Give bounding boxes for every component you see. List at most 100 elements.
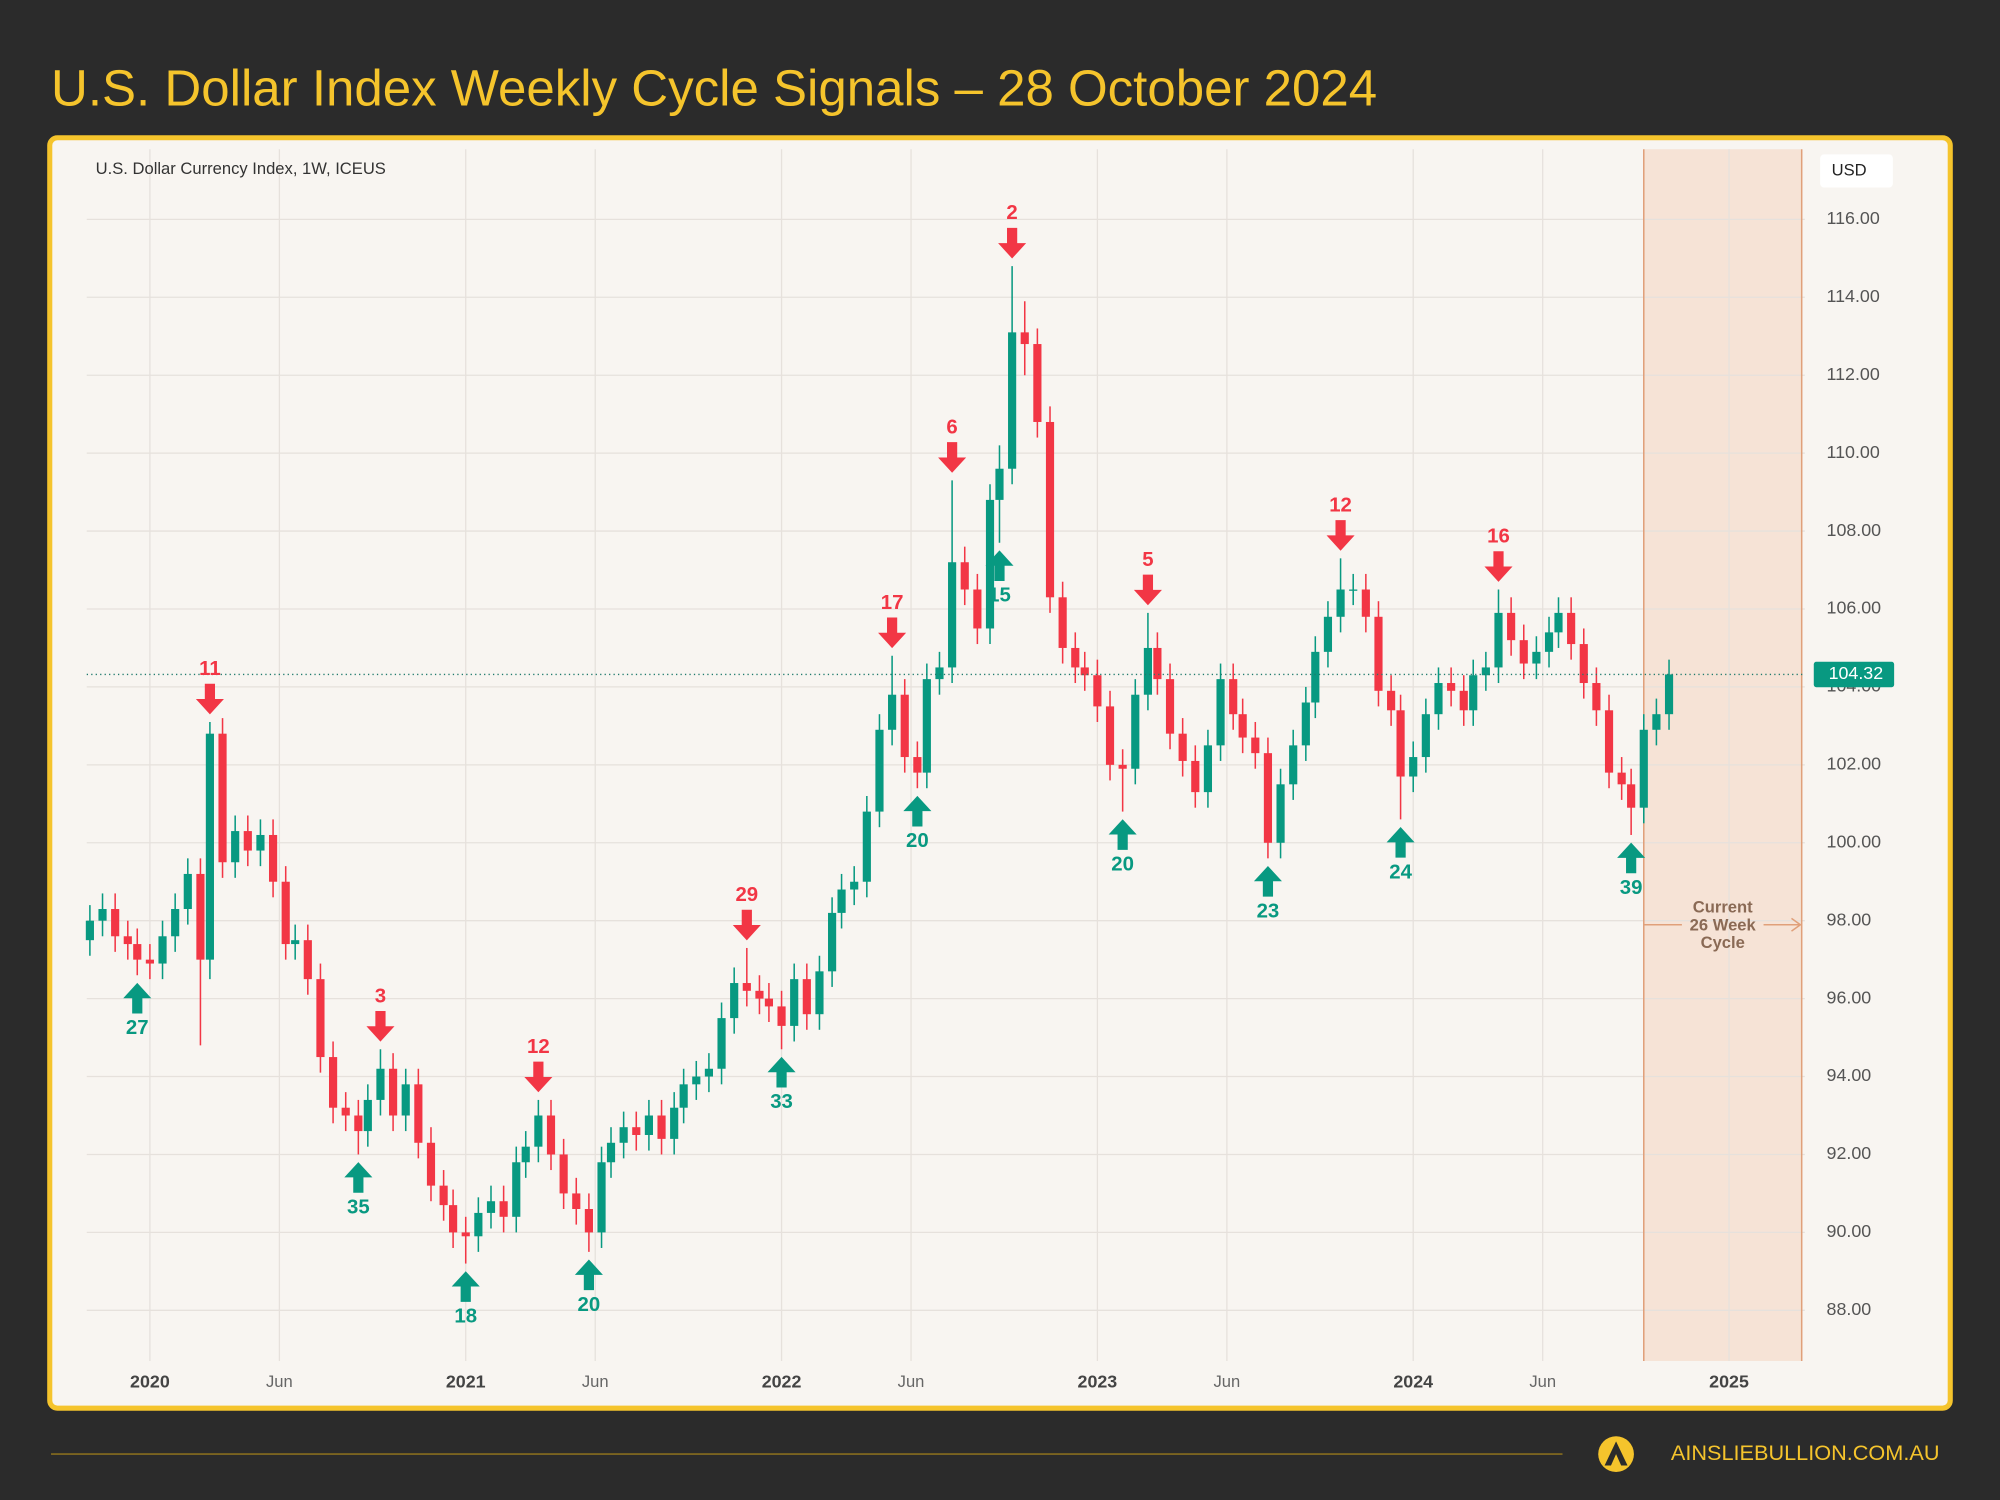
candle-body <box>111 909 120 937</box>
signal-label: 20 <box>906 830 929 852</box>
candle-body <box>256 834 265 851</box>
candle-body <box>913 757 922 773</box>
y-tick-label: 96.00 <box>1827 987 1872 1007</box>
candle-body <box>742 983 751 991</box>
signal-label: 16 <box>1487 526 1510 548</box>
cycle-label: Current <box>1693 898 1753 917</box>
candle-body <box>1238 714 1247 738</box>
candle-body <box>1071 647 1080 668</box>
y-tick-label: 98.00 <box>1827 909 1872 929</box>
chart-panel <box>47 135 1953 1411</box>
signal-label: 3 <box>375 985 386 1007</box>
signal-label: 39 <box>1620 877 1643 899</box>
candle-body <box>717 1018 726 1069</box>
signal-arrow <box>451 1271 480 1302</box>
candle-body <box>474 1212 483 1237</box>
candle-body <box>1627 784 1636 808</box>
candle-body <box>414 1084 423 1143</box>
candle-body <box>512 1162 521 1217</box>
x-tick-label: 2023 <box>1078 1371 1118 1391</box>
candle-body <box>1387 690 1396 711</box>
candle-body <box>657 1115 666 1139</box>
candle-body <box>606 1142 616 1163</box>
x-tick-label: Jun <box>266 1372 293 1391</box>
x-tick-label: Jun <box>582 1372 609 1391</box>
y-tick-label: 88.00 <box>1827 1299 1872 1319</box>
candle-body <box>1178 733 1187 761</box>
candle-body <box>461 1232 470 1237</box>
y-tick-label: 112.00 <box>1827 364 1880 384</box>
candle-body <box>1349 589 1358 591</box>
candle-body <box>439 1185 448 1206</box>
y-tick-label: 108.00 <box>1827 520 1882 540</box>
signal-label: 17 <box>881 592 904 614</box>
y-tick-label: 102.00 <box>1827 754 1882 774</box>
candle-body <box>632 1127 641 1135</box>
candle-body <box>802 979 811 1015</box>
candle-body <box>1544 632 1554 652</box>
candle-body <box>268 834 278 882</box>
signal-arrow <box>1253 866 1282 897</box>
signal-arrow <box>903 795 932 827</box>
logo-glyph <box>1604 1441 1628 1466</box>
candle-body <box>426 1142 436 1186</box>
candle-body <box>401 1084 410 1116</box>
candle-body <box>363 1099 372 1132</box>
signal-arrow <box>878 617 907 649</box>
candle-body <box>1203 745 1213 793</box>
signal-arrow <box>767 1056 796 1088</box>
candle-body <box>1131 694 1140 769</box>
candle-body <box>1567 612 1576 645</box>
x-tick-label: Jun <box>1214 1372 1241 1391</box>
candle-body <box>243 831 252 851</box>
candle-body <box>449 1205 458 1233</box>
candle-body <box>572 1193 581 1210</box>
y-tick-label: 116.00 <box>1827 208 1880 228</box>
candle-body <box>1652 714 1661 730</box>
candle-body <box>1604 710 1614 773</box>
candle-body <box>1519 640 1528 664</box>
y-tick-label: 94.00 <box>1827 1065 1872 1085</box>
candle-body <box>1033 344 1042 422</box>
candle-body <box>1396 710 1405 777</box>
candle-body <box>1263 753 1273 843</box>
candle-body <box>145 959 154 964</box>
footer-text: AINSLIEBULLION.COM.AU <box>1671 1440 1940 1465</box>
signal-label: 12 <box>1329 494 1352 516</box>
x-tick-label: Jun <box>898 1372 925 1391</box>
candle-body <box>1469 675 1478 711</box>
cycle-arrow-head <box>1791 917 1802 932</box>
candle-body <box>692 1076 701 1085</box>
candle-body <box>1336 589 1345 617</box>
candle-body <box>584 1209 593 1233</box>
chart-title: U.S. Dollar Index Weekly Cycle Signals –… <box>51 59 1377 116</box>
signal-label: 23 <box>1257 900 1280 922</box>
candle-body <box>1276 784 1285 843</box>
candle-body <box>1251 737 1260 754</box>
candle-body <box>1008 332 1017 469</box>
candle-body <box>1421 714 1430 758</box>
candle-body <box>171 909 180 937</box>
candle-body <box>1579 644 1588 684</box>
y-tick-label: 110.00 <box>1827 442 1880 462</box>
candle-body <box>559 1154 568 1194</box>
candle-body <box>1323 616 1333 652</box>
candle-body <box>619 1127 628 1143</box>
candle-body <box>1532 651 1541 664</box>
y-tick-label: 90.00 <box>1827 1221 1872 1241</box>
candle-body <box>1216 679 1225 746</box>
candle-body <box>1093 675 1102 707</box>
signal-arrow <box>123 982 152 1014</box>
x-tick-label: 2022 <box>762 1371 802 1391</box>
plot-area: 88.00 90.00 92.00 94.00 96.00 98.00 100.00 102.… <box>85 149 1895 1391</box>
signal-label: 29 <box>735 884 758 906</box>
candle-body <box>644 1115 653 1135</box>
candle-body <box>1058 597 1067 648</box>
y-tick-label: 106.00 <box>1827 598 1882 618</box>
candle-body <box>98 909 107 921</box>
cycle-region <box>1643 149 1802 1361</box>
candle-body <box>1143 647 1153 695</box>
candle-body <box>948 562 957 668</box>
signal-label: 27 <box>126 1017 149 1039</box>
